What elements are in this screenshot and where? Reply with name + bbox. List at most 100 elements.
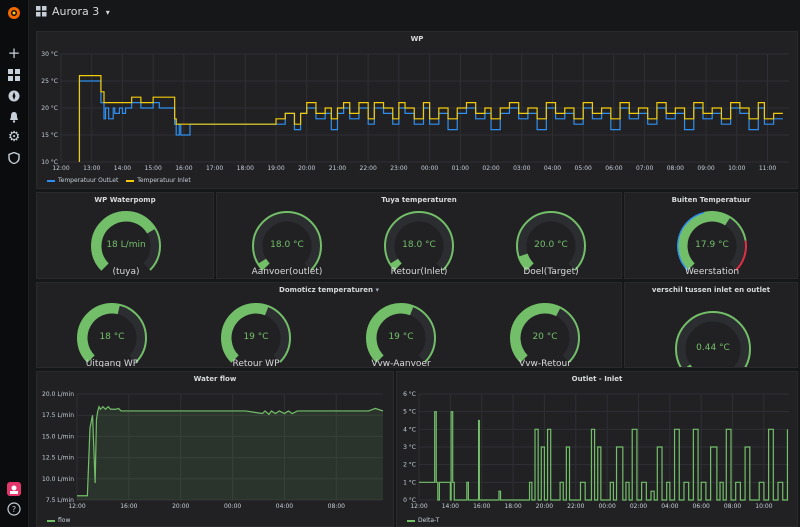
dashboard-picker[interactable]: Aurora 3 ▾ bbox=[52, 5, 110, 18]
gauge-fill bbox=[258, 258, 270, 270]
series-line bbox=[78, 75, 783, 162]
x-tick-label: 20:00 bbox=[172, 503, 189, 510]
gauge-threshold bbox=[366, 303, 436, 363]
gauge-label: Vvw-Retour bbox=[519, 359, 571, 368]
bell-icon[interactable] bbox=[6, 109, 22, 125]
gauge-fill bbox=[686, 364, 693, 367]
legend-item-inlet[interactable]: Temperatuur Inlet bbox=[126, 177, 191, 184]
panel-wp-waterpomp: WP Waterpomp 18 L/min (tuya) bbox=[36, 192, 214, 279]
gauge-value: 18 L/min bbox=[106, 240, 146, 250]
x-tick-label: 06:00 bbox=[605, 165, 622, 172]
gauge-arc bbox=[77, 303, 147, 363]
x-tick-label: 14:00 bbox=[442, 503, 459, 510]
y-tick-label: 6 °C bbox=[403, 391, 416, 398]
y-tick-label: 25 °C bbox=[41, 78, 58, 85]
gear-icon[interactable]: ⚙ bbox=[7, 129, 21, 145]
gauge-arc bbox=[510, 303, 580, 363]
gauge-arc bbox=[221, 303, 291, 363]
gauge-label: Vvw-Aanvoer bbox=[371, 359, 431, 368]
gauge-threshold bbox=[510, 303, 580, 363]
x-tick-label: 13:00 bbox=[83, 165, 100, 172]
dashboards-icon[interactable] bbox=[6, 67, 22, 83]
x-tick-label: 10:00 bbox=[728, 165, 745, 172]
gauge-value: 18.0 °C bbox=[270, 240, 304, 250]
gauge-label: Aanvoer(outlet) bbox=[251, 267, 323, 277]
gauge-vvw-aanvoer: 19 °C Vvw-Aanvoer bbox=[366, 303, 436, 367]
gauge-fill bbox=[511, 304, 561, 362]
legend-item-flow[interactable]: flow bbox=[47, 517, 70, 524]
y-tick-label: 0 °C bbox=[403, 497, 416, 504]
gauge-fill bbox=[78, 304, 120, 362]
dashboard-grid-icon bbox=[36, 6, 47, 17]
x-tick-label: 00:00 bbox=[224, 503, 241, 510]
x-tick-label: 06:00 bbox=[693, 503, 710, 510]
gauge-value: 20.0 °C bbox=[534, 240, 568, 250]
help-icon[interactable]: ? bbox=[6, 502, 22, 518]
gauge-label: (tuya) bbox=[112, 267, 140, 277]
panel-water-flow: Water flow 7.5 L/min 10.0 L/min 12.5 L/min… bbox=[36, 371, 394, 527]
gauge-value: 19 °C bbox=[243, 332, 269, 342]
grafana-logo-icon[interactable] bbox=[6, 5, 22, 21]
x-tick-label: 10:00 bbox=[755, 503, 772, 510]
y-tick-label: 4 °C bbox=[403, 426, 416, 433]
x-tick-label: 16:00 bbox=[473, 503, 490, 510]
panel-title[interactable]: Buiten Temperatuur bbox=[671, 196, 751, 204]
x-tick-label: 12:00 bbox=[68, 503, 85, 510]
gauge-arc bbox=[366, 303, 436, 363]
plus-icon[interactable]: + bbox=[7, 44, 21, 62]
legend-item-outlet[interactable]: Temperatuur OutLet bbox=[47, 177, 118, 184]
x-tick-label: 17:00 bbox=[206, 165, 223, 172]
chevron-down-icon: ▾ bbox=[375, 286, 379, 294]
series-line bbox=[77, 405, 384, 497]
y-tick-label: 10 °C bbox=[41, 159, 58, 166]
panel-verschil: verschil tussen inlet en outlet 0.44 °C bbox=[624, 282, 798, 368]
gauge-fill bbox=[678, 212, 730, 270]
gauge-value: 19 °C bbox=[388, 332, 414, 342]
x-tick-label: 20:00 bbox=[536, 503, 553, 510]
avatar[interactable] bbox=[6, 482, 22, 498]
gauge-threshold bbox=[221, 303, 291, 363]
chart-legend: Delta-T bbox=[407, 517, 439, 524]
panel-tuya-temperaturen: Tuya temperaturen 18.0 °C Aanvoer(outlet)… bbox=[216, 192, 622, 279]
panel-title[interactable]: Tuya temperaturen bbox=[381, 196, 457, 204]
legend-item-delta-t[interactable]: Delta-T bbox=[407, 517, 439, 524]
y-tick-label: 2 °C bbox=[403, 462, 416, 469]
gauge-arc bbox=[516, 211, 586, 271]
gauge-threshold bbox=[384, 211, 454, 271]
gauge-track bbox=[253, 212, 321, 270]
panel-title[interactable]: Water flow bbox=[193, 375, 237, 383]
gauge-fill bbox=[390, 258, 402, 270]
x-tick-label: 09:00 bbox=[697, 165, 714, 172]
gauge-arc bbox=[252, 211, 322, 271]
chart-legend: Temperatuur OutLet Temperatuur Inlet bbox=[47, 177, 191, 184]
x-tick-label: 04:00 bbox=[544, 165, 561, 172]
gauge-value: 18 °C bbox=[99, 332, 125, 342]
shield-icon[interactable] bbox=[6, 150, 22, 166]
panel-title[interactable]: Domoticz temperaturen ▾ bbox=[279, 286, 379, 294]
x-tick-label: 18:00 bbox=[237, 165, 254, 172]
x-tick-label: 18:00 bbox=[504, 503, 521, 510]
y-tick-label: 12.5 L/min bbox=[42, 455, 74, 462]
gauge-label: Weerstation bbox=[684, 267, 740, 277]
x-tick-label: 02:00 bbox=[630, 503, 647, 510]
panel-title[interactable]: verschil tussen inlet en outlet bbox=[651, 286, 771, 294]
gauge-arc bbox=[91, 211, 161, 271]
y-tick-label: 1 °C bbox=[403, 479, 416, 486]
gauge-retour: 18.0 °C Retour(Inlet) bbox=[384, 211, 454, 278]
x-tick-label: 12:00 bbox=[410, 503, 427, 510]
panel-title[interactable]: Outlet - Inlet bbox=[571, 375, 623, 383]
gauge-threshold-green bbox=[703, 211, 747, 241]
y-tick-label: 15 °C bbox=[41, 132, 58, 139]
y-tick-label: 10.0 L/min bbox=[42, 476, 74, 483]
gauge-threshold bbox=[675, 311, 751, 367]
explore-icon[interactable] bbox=[6, 88, 22, 104]
top-navbar: Aurora 3 ▾ bbox=[28, 0, 800, 26]
gauge-value: 20 °C bbox=[532, 332, 558, 342]
panel-title[interactable]: WP Waterpomp bbox=[94, 196, 156, 204]
gauge-label: Retour WP bbox=[232, 359, 280, 368]
panel-title[interactable]: WP bbox=[410, 35, 424, 43]
gauge-threshold bbox=[252, 211, 322, 271]
x-tick-label: 19:00 bbox=[267, 165, 284, 172]
chevron-down-icon: ▾ bbox=[105, 8, 110, 17]
gauge-arc bbox=[384, 211, 454, 271]
